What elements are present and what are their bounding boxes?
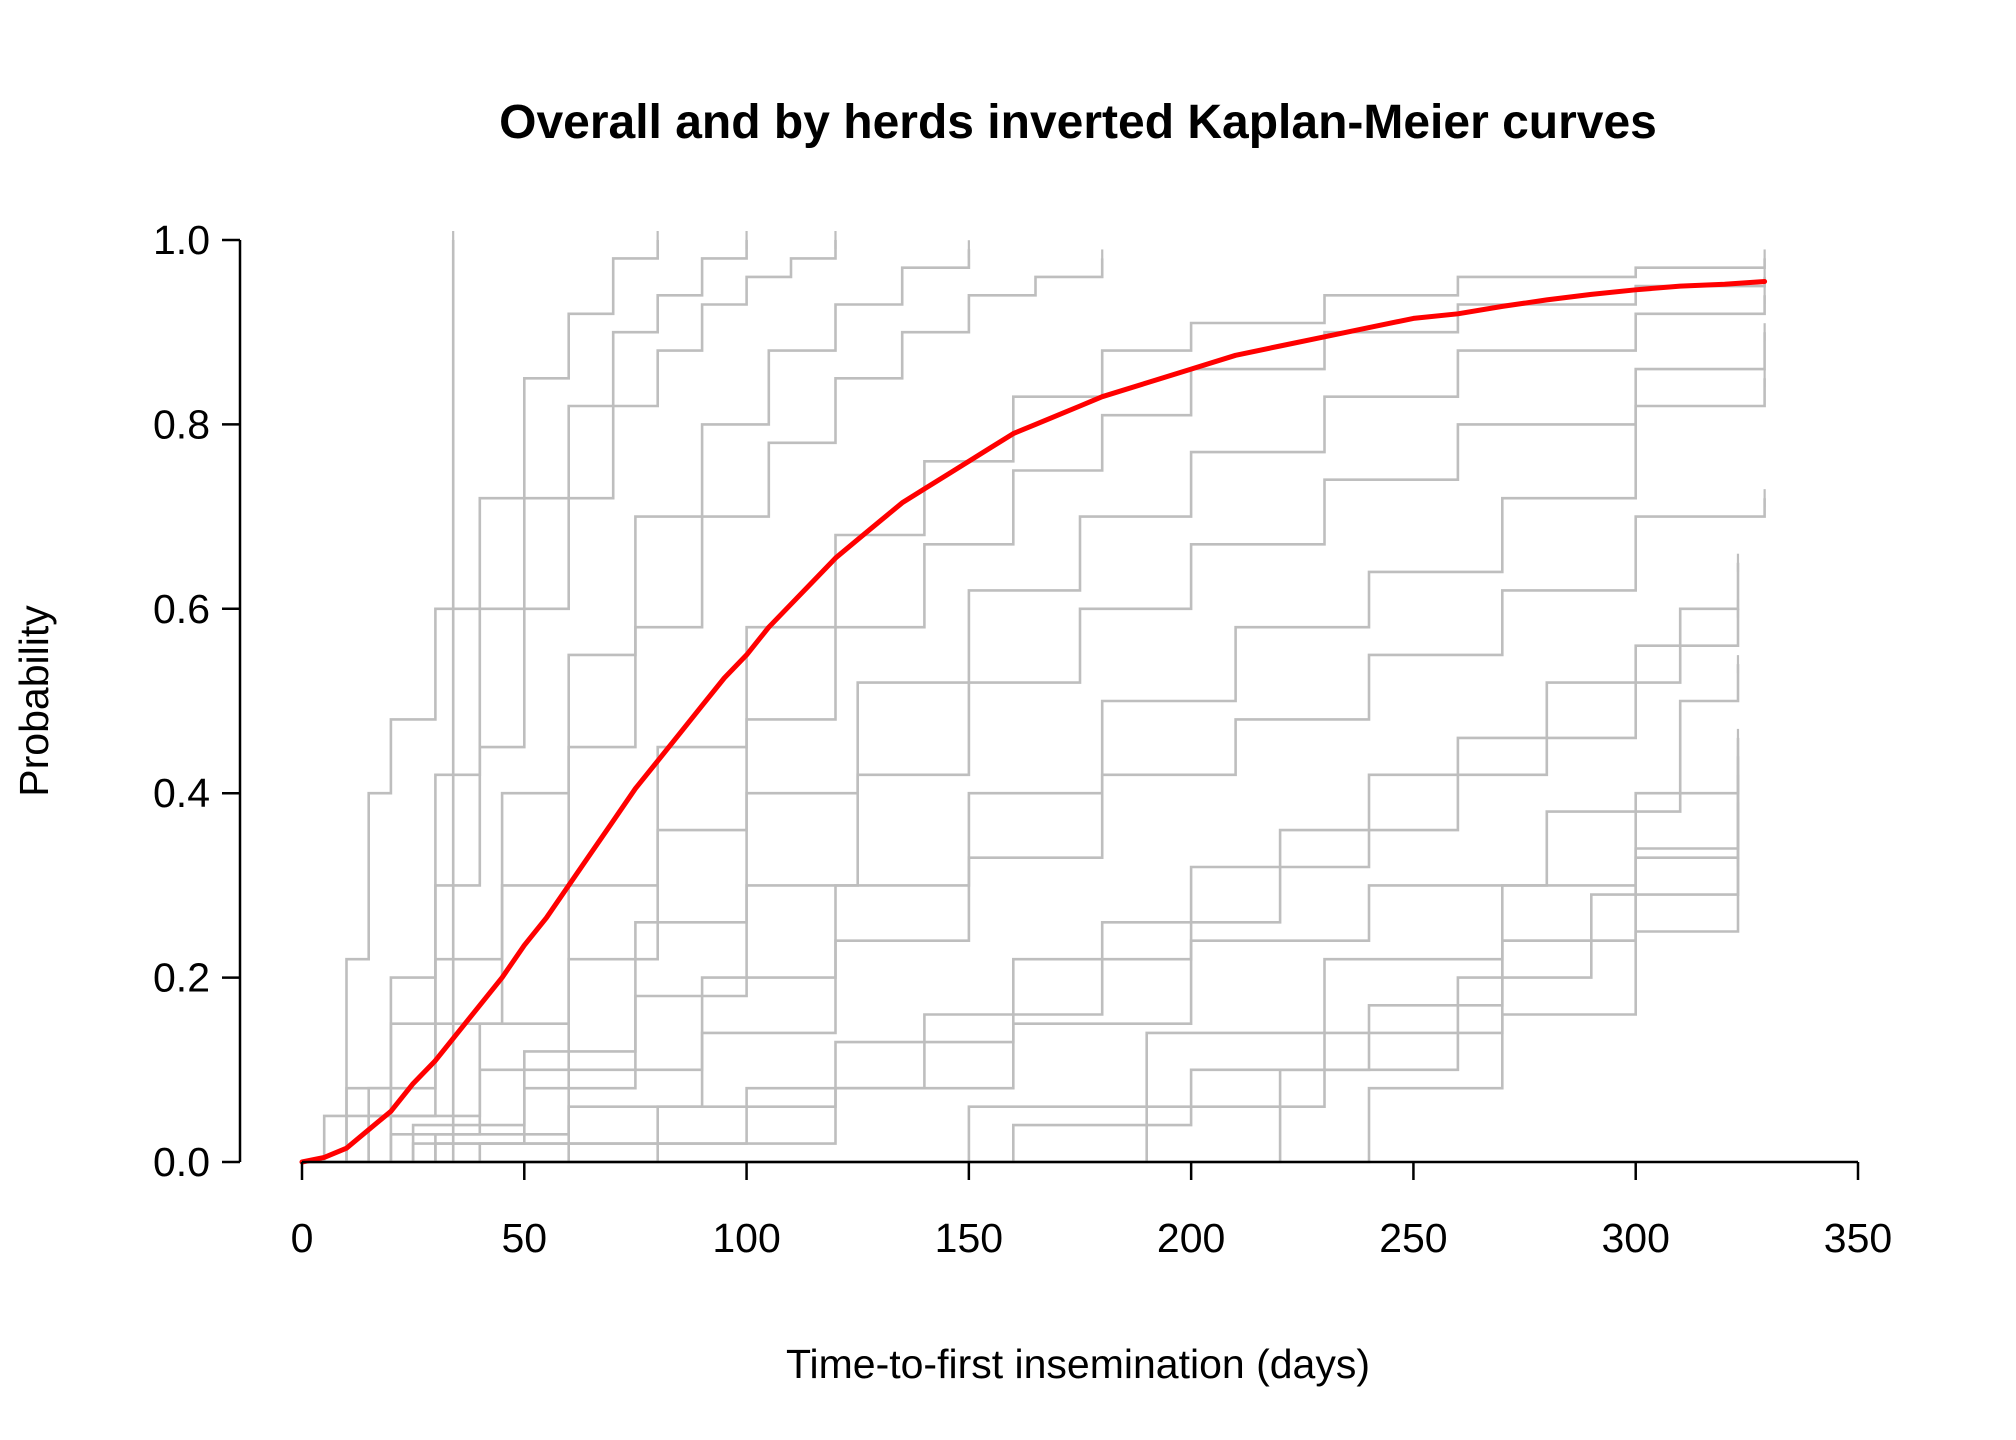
y-tick-label: 0.2 <box>153 955 210 1001</box>
herd-curve-15 <box>302 664 1740 1164</box>
overall-curve <box>299 279 1768 1165</box>
x-tick-label: 150 <box>935 1215 1003 1261</box>
y-tick-label: 0.4 <box>153 770 210 816</box>
herd-curve-8 <box>302 276 1766 1164</box>
overall-curve-layer <box>299 279 1768 1165</box>
herd-curve-12 <box>302 498 1766 1164</box>
herd-curve-18 <box>302 774 1740 1164</box>
herd-curve-2 <box>302 240 659 1164</box>
x-tick-label: 50 <box>501 1215 547 1261</box>
y-tick-label: 1.0 <box>153 217 210 263</box>
x-tick-label: 200 <box>1157 1215 1225 1261</box>
x-tick-label: 250 <box>1379 1215 1447 1261</box>
x-tick-label: 300 <box>1602 1215 1670 1261</box>
herd-curve-9 <box>302 295 1766 1164</box>
herd-curves <box>302 231 1766 1164</box>
y-tick-label: 0.0 <box>153 1139 210 1185</box>
y-tick-label: 0.8 <box>153 401 210 447</box>
herd-curve-19 <box>302 802 1740 1164</box>
herd-curve-16 <box>302 737 1740 1164</box>
herd-curve-6 <box>302 258 1104 1164</box>
herd-curve-7 <box>302 258 1766 1164</box>
herd-curve-4 <box>302 240 837 1164</box>
y-axis-label: Probability <box>11 605 57 797</box>
x-tick-label: 0 <box>291 1215 314 1261</box>
x-tick-label: 350 <box>1824 1215 1892 1261</box>
x-axis-label: Time-to-first insemination (days) <box>786 1341 1370 1387</box>
chart-title: Overall and by herds inverted Kaplan-Mei… <box>499 96 1657 149</box>
y-tick-label: 0.6 <box>153 586 210 632</box>
herd-curve-13 <box>302 562 1740 1164</box>
axes: 0.0 0.2 0.4 0.6 0.8 1.0 0 50 100 150 200 250 300 350 <box>153 217 1892 1261</box>
herd-curve-11 <box>302 378 1766 1164</box>
herd-curve-10 <box>302 332 1766 1164</box>
herd-curve-20 <box>302 857 1740 1164</box>
x-tick-label: 100 <box>712 1215 780 1261</box>
